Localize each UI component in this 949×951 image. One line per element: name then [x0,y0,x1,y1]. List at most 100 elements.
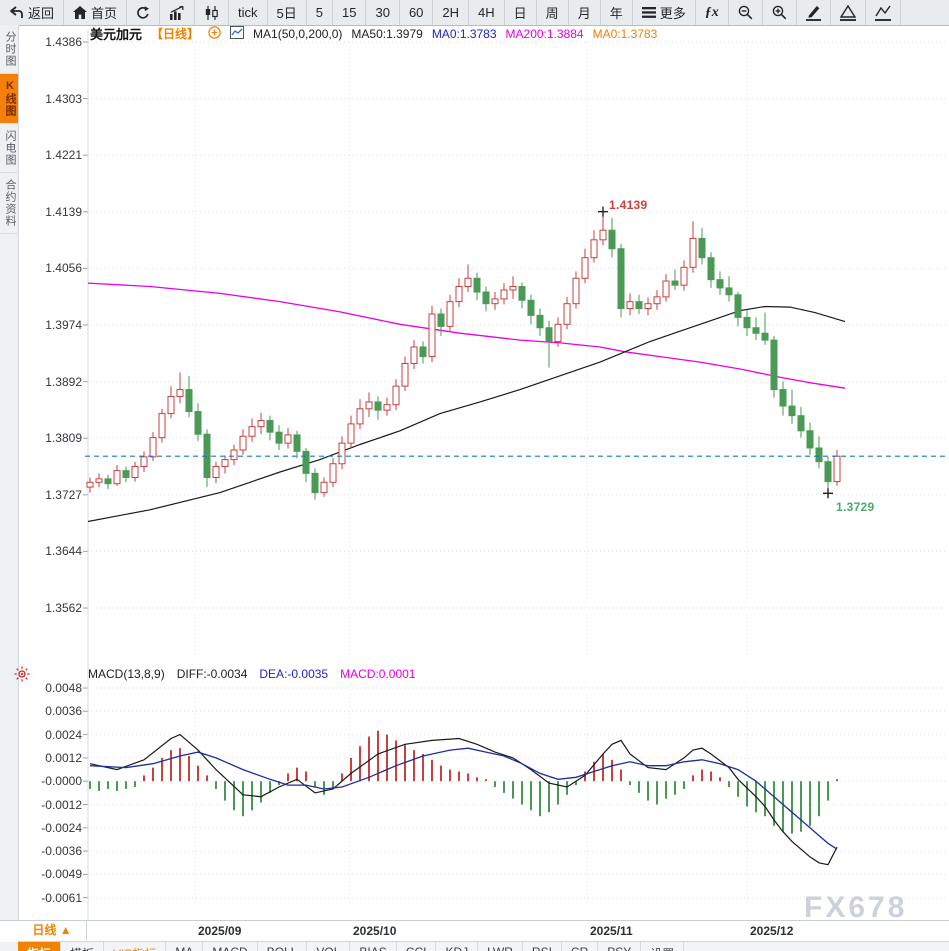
5m-label: 5 [315,5,323,20]
bar-chart-button[interactable] [160,0,196,25]
macd-y-tick-label: 0.0036 [45,704,82,719]
30m-button[interactable]: 30 [366,0,400,25]
x-axis-row [0,920,949,942]
zoom-out-icon [738,5,753,20]
tab-RSI[interactable]: RSI [523,942,562,951]
15m-label: 15 [342,5,357,20]
2h-label: 2H [442,5,460,20]
watermark: FX678 [804,891,908,924]
main-y-tick-label: 1.3644 [45,544,82,559]
2h-button[interactable]: 2H [433,0,470,25]
tab-CR[interactable]: CR [562,942,599,951]
x-axis-label: 2025/11 [590,924,633,938]
menu-icon [641,7,656,18]
4h-button[interactable]: 4H [469,0,505,25]
candles-layer [86,211,841,500]
gridlines-layer [83,30,948,926]
day-button[interactable]: 日 [505,0,537,25]
main-y-tick-label: 1.4139 [45,204,82,219]
zoom-out-button[interactable] [729,0,763,25]
macd-histogram-layer [89,730,838,834]
macd-dea-value: DEA:-0.0035 [259,667,329,681]
30m-label: 30 [375,5,390,20]
shapes-button[interactable] [831,0,866,25]
tab-BIAS[interactable]: BIAS [350,942,397,951]
tab-MA[interactable]: MA [166,942,204,951]
x-axis-label: 2025/09 [198,924,242,938]
macd-header: MACD(13,8,9) DIFF:-0.0034 DEA:-0.0035 MA… [88,667,415,681]
tab-VOL[interactable]: VOL [307,942,351,951]
candlestick-button[interactable] [195,0,230,25]
draw-button[interactable] [797,0,831,25]
main-chart-area[interactable] [88,42,949,660]
week-button[interactable]: 周 [537,0,569,25]
macd-dea-line [89,747,838,850]
year-button[interactable]: 年 [601,0,633,25]
main-y-tick-label: 1.4221 [45,148,82,163]
tab-VIP指标[interactable]: VIP指标 [104,942,167,951]
tab-BOLL[interactable]: BOLL [258,942,308,951]
ma200-value: MA200:1.3884 [505,26,584,41]
zoom-in-icon [772,5,787,20]
triangle-icon [839,4,856,21]
home-label: 首页 [91,6,118,21]
indicator-settings-icon[interactable] [14,666,30,687]
60m-button[interactable]: 60 [400,0,434,25]
macd-y-tick-label: -0.0000 [41,774,82,789]
60m-label: 60 [408,5,424,20]
5d-button[interactable]: 5日 [268,0,307,25]
tab-KDJ[interactable]: KDJ [436,942,479,951]
tab-指标[interactable]: 指标 [18,942,62,951]
sidebar-tab-分时图[interactable]: 分时图 [0,25,18,74]
sidebar-tab-合约资料[interactable]: 合约资料 [0,173,18,234]
5m-button[interactable]: 5 [307,0,333,25]
tab-设置[interactable]: 设置 [641,942,685,951]
sidebar-tab-闪电图[interactable]: 闪电图 [0,124,18,173]
pencil-icon [805,5,821,21]
tab-MACD[interactable]: MACD [203,942,258,951]
back-arrow-icon [9,6,24,19]
annotation-markers [598,206,833,499]
macd-panel-area[interactable] [88,680,949,915]
month-button[interactable]: 月 [569,0,601,25]
high-price-annotation: 1.4139 [609,198,648,212]
main-y-tick-label: 1.4386 [45,35,82,49]
macd-y-tick-label: -0.0036 [41,844,82,859]
main-y-tick-label: 1.3562 [45,601,82,615]
period-selector[interactable]: 日线 ▲ [18,921,87,940]
main-y-tick-label: 1.3974 [45,318,82,332]
chart-header: 美元加元 【日线】 MA1(50,0,200,0) MA50:1.3979 MA… [90,25,657,42]
15m-button[interactable]: 15 [333,0,367,25]
more-label: 更多 [659,6,686,21]
macd-y-tick-label: -0.0049 [41,867,82,882]
home-icon [73,6,88,19]
ma0-blue-value: MA0:1.3783 [431,26,497,41]
main-y-tick-label: 1.3809 [45,431,82,446]
fx-button[interactable]: ƒx [696,0,729,25]
macd-title: MACD(13,8,9) [88,667,165,681]
shapes2-button[interactable] [866,0,901,25]
x-axis-label: 2025/12 [750,924,794,938]
month-label: 月 [577,6,591,21]
indicator-tabs-bar: 指标模板VIP指标MAMACDBOLLVOLBIASCCIKDJLWRRSICR… [18,941,949,951]
tab-LWR[interactable]: LWR [478,942,523,951]
tab-模板[interactable]: 模板 [61,942,105,951]
tab-CCI[interactable]: CCI [397,942,437,951]
sidebar-tab-K线图[interactable]: K线图 [0,74,18,124]
home-button[interactable]: 首页 [64,0,128,25]
x-axis-label: 2025/10 [353,924,397,938]
tick-button[interactable]: tick [229,0,268,25]
main-y-tick-label: 1.3727 [45,487,82,502]
add-indicator-icon[interactable] [208,25,221,42]
mini-chart-icon[interactable] [230,25,245,42]
zoom-in-button[interactable] [763,0,797,25]
tab-PSY[interactable]: PSY [598,942,642,951]
macd-diff-value: DIFF:-0.0034 [176,667,248,681]
back-button[interactable]: 返回 [0,0,65,25]
tick-label: tick [238,5,258,20]
more-button[interactable]: 更多 [633,0,696,25]
ma50-line [87,305,846,523]
refresh-button[interactable] [127,0,161,25]
